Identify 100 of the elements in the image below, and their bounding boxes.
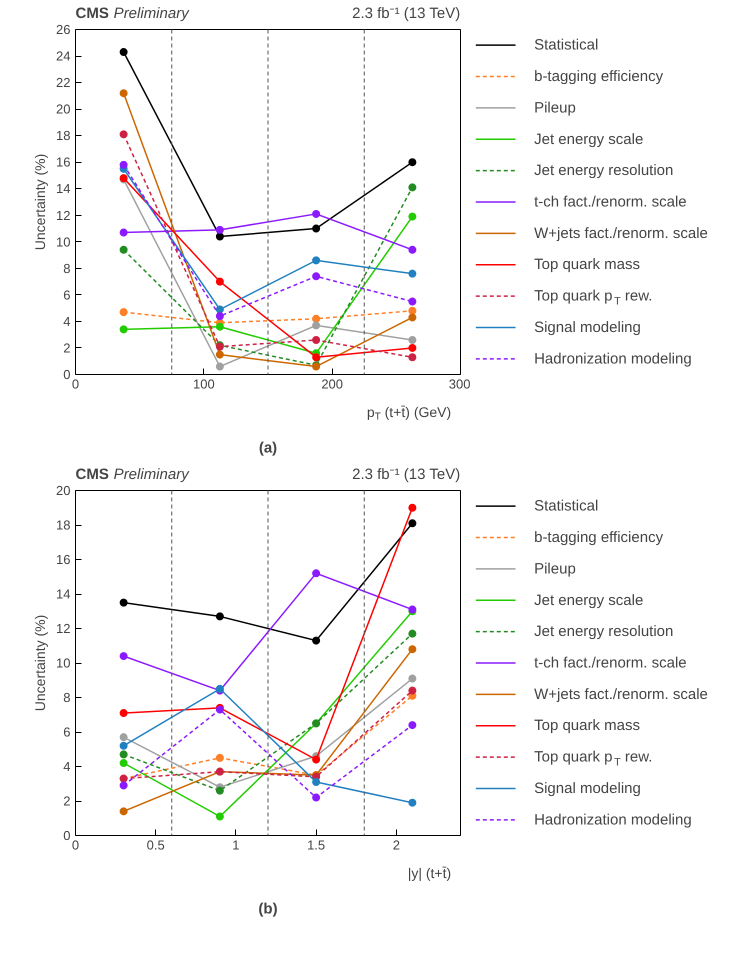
y-tick-label: 2 — [63, 340, 71, 356]
y-tick-label: 22 — [56, 75, 71, 90]
x-tick-label: 1.5 — [307, 838, 326, 852]
legend-label: Pileup — [534, 99, 576, 116]
point — [408, 298, 416, 306]
y-tick-label: 20 — [56, 483, 71, 498]
point — [312, 636, 320, 645]
point — [216, 812, 224, 821]
point — [408, 519, 416, 528]
y-tick-label: 8 — [63, 260, 71, 276]
x-tick-label: 1 — [232, 838, 240, 852]
legend-label: t-ch fact./renorm. scale — [534, 654, 687, 672]
point — [120, 325, 128, 334]
point — [216, 226, 224, 234]
point — [216, 362, 224, 371]
legend-label: Signal modeling — [534, 318, 641, 336]
point — [408, 686, 416, 695]
point — [216, 322, 224, 331]
point — [408, 336, 416, 344]
y-tick-label: 10 — [56, 656, 71, 670]
point — [216, 612, 224, 620]
point — [408, 630, 416, 638]
legend-label: Top quark mass — [534, 256, 640, 274]
point — [408, 306, 416, 315]
y-tick-label: 18 — [56, 518, 71, 532]
point — [312, 224, 320, 233]
y-tick-label: 16 — [56, 154, 71, 170]
y-tick-label: 16 — [56, 552, 71, 567]
x-tick-label: 300 — [448, 376, 471, 392]
point — [120, 807, 128, 816]
legend-label: Pileup — [534, 560, 576, 578]
point — [408, 158, 416, 166]
legend-label: Hadronization modeling — [534, 350, 692, 368]
point — [408, 212, 416, 221]
text: CMS Preliminary — [76, 5, 190, 22]
point — [312, 210, 320, 218]
point — [312, 336, 320, 344]
text: (a) — [258, 439, 278, 456]
point — [216, 754, 224, 762]
y-tick-label: 8 — [63, 690, 71, 705]
y-tick-label: 18 — [56, 128, 71, 144]
point — [408, 798, 416, 807]
x-tick-label: 2 — [392, 838, 400, 852]
point — [120, 759, 128, 768]
legend-label: W+jets fact./renorm. scale — [534, 224, 708, 242]
legend-label: Statistical — [534, 498, 598, 515]
point — [408, 183, 416, 192]
point — [120, 89, 128, 98]
y-tick-label: 10 — [56, 234, 71, 250]
legend-label: Top quark mass — [534, 717, 640, 734]
point — [120, 781, 128, 790]
point — [120, 750, 128, 758]
point — [120, 742, 128, 750]
point — [312, 756, 320, 764]
point — [120, 709, 128, 718]
point — [120, 160, 128, 169]
y-axis-title: Uncertainty (%) — [32, 614, 48, 712]
y-tick-label: 20 — [56, 102, 71, 117]
text: CMS Preliminary — [76, 466, 190, 484]
point — [120, 130, 128, 138]
y-tick-label: 12 — [56, 621, 71, 636]
point — [216, 278, 224, 286]
legend-label: W+jets fact./renorm. scale — [534, 686, 708, 703]
point — [408, 721, 416, 730]
point — [120, 228, 128, 237]
y-tick-label: 14 — [56, 586, 71, 602]
point — [312, 353, 320, 362]
legend-label: Signal modeling — [534, 780, 641, 797]
point — [408, 674, 416, 683]
point — [312, 778, 320, 786]
text: 2.3 fb⁻¹ (13 TeV) — [352, 5, 460, 22]
x-axis-title: |y| (t+t̄) — [408, 864, 452, 881]
y-tick-label: 4 — [63, 314, 71, 329]
x-tick-label: 200 — [321, 376, 344, 392]
point — [120, 733, 128, 742]
point — [120, 652, 128, 660]
legend-label: b-tagging efficiency — [534, 529, 664, 546]
point — [120, 246, 128, 254]
legend-label: Jet energy scale — [534, 592, 644, 609]
point — [408, 353, 416, 362]
point — [312, 569, 320, 578]
point — [408, 504, 416, 512]
x-tick-label: 0.5 — [146, 838, 165, 852]
point — [312, 321, 320, 330]
text: 2.3 fb⁻¹ (13 TeV) — [352, 466, 460, 484]
point — [408, 645, 416, 654]
point — [312, 794, 320, 802]
y-tick-label: 26 — [56, 22, 71, 37]
point — [216, 786, 224, 795]
legend-label: t-ch fact./renorm. scale — [534, 194, 687, 210]
x-tick-label: 100 — [192, 376, 215, 392]
legend-label: b-tagging efficiency — [534, 68, 664, 86]
point — [216, 350, 224, 359]
point — [408, 344, 416, 352]
y-tick-label: 6 — [63, 724, 71, 740]
y-tick-label: 14 — [56, 181, 71, 196]
point — [312, 314, 320, 323]
point — [216, 305, 224, 314]
text: (b) — [258, 900, 278, 918]
y-tick-label: 24 — [56, 48, 71, 64]
